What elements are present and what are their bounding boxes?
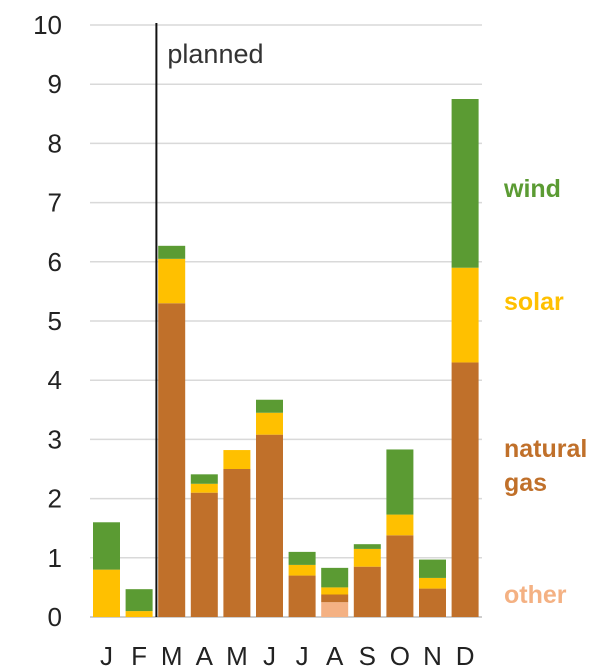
bar-segment-wind bbox=[321, 567, 349, 588]
bar-segment-natural-gas bbox=[321, 594, 349, 603]
x-tick-label: J bbox=[296, 641, 309, 669]
x-tick-label: J bbox=[263, 641, 276, 669]
y-tick-label: 2 bbox=[48, 484, 62, 514]
y-tick-label: 1 bbox=[48, 543, 62, 573]
bar-segment-wind bbox=[125, 589, 153, 612]
bar-segment-natural-gas bbox=[386, 535, 414, 617]
bar-segment-wind bbox=[158, 245, 186, 259]
legend-other: other bbox=[504, 581, 567, 609]
x-tick-label: N bbox=[423, 641, 442, 669]
bar-segment-solar bbox=[125, 611, 153, 617]
y-axis-tick-labels: 0 1 2 3 4 5 6 7 8 9 10 bbox=[33, 10, 62, 632]
gridlines bbox=[90, 24, 482, 618]
bar-segment-wind bbox=[93, 522, 120, 570]
bar-segment-natural-gas bbox=[288, 575, 316, 617]
bar-segment-wind bbox=[256, 399, 283, 413]
y-tick-label: 10 bbox=[33, 10, 62, 40]
y-tick-label: 8 bbox=[48, 128, 62, 158]
bars bbox=[93, 99, 479, 617]
bar-segment-wind bbox=[190, 474, 218, 484]
bar-segment-solar bbox=[386, 514, 414, 536]
y-tick-label: 9 bbox=[48, 69, 62, 99]
y-tick-label: 4 bbox=[48, 365, 62, 395]
legend-natural-gas: natural gas bbox=[504, 435, 588, 497]
x-tick-label: S bbox=[359, 641, 376, 669]
bar-segment-natural-gas bbox=[223, 469, 251, 617]
x-tick-label: M bbox=[226, 641, 248, 669]
bar-segment-solar bbox=[158, 258, 186, 304]
bar-segment-solar bbox=[223, 450, 251, 469]
bar-segment-wind bbox=[353, 544, 381, 549]
bar-segment-solar bbox=[190, 483, 218, 493]
y-tick-label: 6 bbox=[48, 247, 62, 277]
y-tick-label: 5 bbox=[48, 306, 62, 336]
bar-segment-solar bbox=[321, 587, 349, 595]
bar-segment-solar bbox=[288, 564, 316, 576]
bar-segment-solar bbox=[93, 569, 120, 617]
bar-segment-wind bbox=[451, 99, 479, 268]
bar-segment-wind bbox=[386, 449, 414, 515]
bar-segment-solar bbox=[353, 548, 381, 567]
x-tick-label: A bbox=[326, 641, 344, 669]
bar-segment-solar bbox=[451, 267, 479, 363]
bar-segment-wind bbox=[288, 551, 316, 565]
bar-segment-natural-gas bbox=[190, 492, 218, 617]
bar-segment-solar bbox=[256, 412, 283, 435]
x-tick-label: D bbox=[456, 641, 475, 669]
bar-segment-solar bbox=[419, 577, 446, 589]
bar-segment-natural-gas bbox=[419, 588, 446, 617]
legend-solar: solar bbox=[504, 288, 564, 316]
bar-segment-wind bbox=[419, 559, 446, 578]
bar-segment-natural-gas bbox=[158, 303, 186, 617]
x-tick-label: M bbox=[161, 641, 183, 669]
y-tick-label: 0 bbox=[48, 602, 62, 632]
x-tick-label: A bbox=[196, 641, 214, 669]
y-tick-label: 3 bbox=[48, 424, 62, 454]
x-tick-label: O bbox=[390, 641, 410, 669]
x-tick-label: J bbox=[100, 641, 113, 669]
bar-segment-natural-gas bbox=[451, 362, 479, 617]
x-tick-label: F bbox=[131, 641, 147, 669]
legend-wind: wind bbox=[504, 175, 561, 203]
bar-segment-natural-gas bbox=[256, 434, 283, 617]
planned-annotation: planned bbox=[167, 39, 263, 69]
bar-segment-other bbox=[321, 602, 349, 617]
y-tick-label: 7 bbox=[48, 188, 62, 218]
bar-segment-natural-gas bbox=[353, 566, 381, 617]
